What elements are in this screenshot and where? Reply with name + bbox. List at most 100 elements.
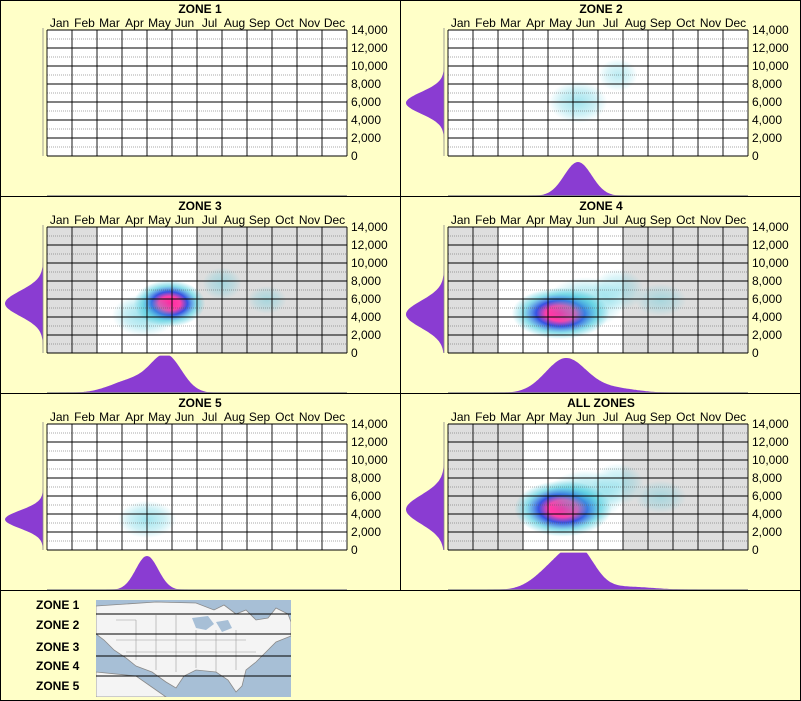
month-label: Dec xyxy=(324,213,345,227)
elevation-tick-label: 10,000 xyxy=(351,453,388,467)
legend-zone-5: ZONE 5 xyxy=(36,679,80,693)
elevation-tick-label: 6,000 xyxy=(351,292,381,306)
month-label: Dec xyxy=(725,410,746,424)
month-label: Apr xyxy=(125,410,144,424)
elevation-density-curve xyxy=(5,424,43,550)
month-label: Oct xyxy=(275,410,294,424)
month-label: Aug xyxy=(625,213,646,227)
month-label: Jul xyxy=(202,16,217,30)
month-label: Jul xyxy=(603,213,618,227)
month-density-curve xyxy=(47,355,347,393)
elevation-tick-label: 14,000 xyxy=(752,220,789,234)
month-label: Sep xyxy=(249,16,271,30)
elevation-tick-label: 10,000 xyxy=(351,59,388,73)
elevation-tick-label: 12,000 xyxy=(752,435,789,449)
month-label: Apr xyxy=(526,213,545,227)
month-label: Nov xyxy=(299,410,320,424)
month-label: Jun xyxy=(175,410,194,424)
panel-title: ZONE 5 xyxy=(178,396,222,410)
month-label: Jun xyxy=(175,213,194,227)
month-label: Jun xyxy=(576,16,595,30)
elevation-tick-label: 0 xyxy=(351,543,358,557)
month-label: Feb xyxy=(74,410,95,424)
elevation-tick-label: 12,000 xyxy=(351,238,388,252)
month-density-curve xyxy=(448,162,748,196)
month-label: Nov xyxy=(299,213,320,227)
elevation-tick-label: 2,000 xyxy=(752,328,782,342)
elevation-tick-label: 12,000 xyxy=(752,41,789,55)
unobserved-month-shade xyxy=(72,227,97,353)
elevation-tick-label: 2,000 xyxy=(351,131,381,145)
month-label: Mar xyxy=(99,16,120,30)
month-label: May xyxy=(549,213,572,227)
elevation-tick-label: 2,000 xyxy=(752,525,782,539)
month-label: Dec xyxy=(324,16,345,30)
month-label: Oct xyxy=(676,213,695,227)
month-label: Dec xyxy=(324,410,345,424)
elevation-tick-label: 8,000 xyxy=(752,77,782,91)
elevation-tick-label: 14,000 xyxy=(752,417,789,431)
month-label: Nov xyxy=(700,16,721,30)
month-label: Nov xyxy=(700,410,721,424)
legend-zone-4: ZONE 4 xyxy=(36,659,80,673)
north-america-map-icon xyxy=(96,600,291,697)
month-label: Mar xyxy=(500,410,521,424)
elevation-tick-label: 4,000 xyxy=(351,113,381,127)
elevation-tick-label: 14,000 xyxy=(351,417,388,431)
elevation-tick-label: 0 xyxy=(752,346,759,360)
month-density-curve xyxy=(448,552,748,590)
elevation-tick-label: 0 xyxy=(752,543,759,557)
elevation-tick-label: 0 xyxy=(752,149,759,163)
panel-6: ALL ZONES Jan Feb Mar Apr May Jun Jul Aug Sep Oct N… xyxy=(406,396,789,590)
elevation-density-curve xyxy=(5,227,43,353)
legend-zone-2: ZONE 2 xyxy=(36,618,80,632)
month-label: Aug xyxy=(224,213,245,227)
elevation-tick-label: 8,000 xyxy=(752,471,782,485)
month-label: Feb xyxy=(74,213,95,227)
month-label: Sep xyxy=(650,213,672,227)
month-label: Jun xyxy=(576,213,595,227)
month-label: Jun xyxy=(175,16,194,30)
month-label: Jul xyxy=(603,410,618,424)
month-label: Feb xyxy=(475,16,496,30)
elevation-tick-label: 6,000 xyxy=(752,95,782,109)
unobserved-month-shade xyxy=(723,424,748,550)
elevation-tick-label: 4,000 xyxy=(752,113,782,127)
unobserved-month-shade xyxy=(322,227,347,353)
elevation-tick-label: 14,000 xyxy=(752,23,789,37)
observation-hotspot xyxy=(634,480,687,514)
elevation-tick-label: 8,000 xyxy=(351,274,381,288)
month-label: Apr xyxy=(125,16,144,30)
panel-1: ZONE 1 Jan Feb Mar Apr May Jun Jul Aug Sep Oct Nov D… xyxy=(42,2,388,196)
month-label: Aug xyxy=(625,410,646,424)
observation-hotspot xyxy=(247,285,287,314)
month-label: Mar xyxy=(99,410,120,424)
month-label: Sep xyxy=(249,213,271,227)
month-label: Jun xyxy=(576,410,595,424)
month-label: Jan xyxy=(451,410,470,424)
month-label: Oct xyxy=(676,410,695,424)
month-label: Jan xyxy=(451,16,470,30)
month-label: Oct xyxy=(275,213,294,227)
elevation-density-curve xyxy=(406,227,444,353)
month-label: Mar xyxy=(99,213,120,227)
month-label: Jul xyxy=(603,16,618,30)
month-density-curve xyxy=(47,556,347,590)
elevation-tick-label: 12,000 xyxy=(752,238,789,252)
panel-title: ZONE 1 xyxy=(178,2,222,16)
unobserved-month-shade xyxy=(473,424,498,550)
month-density-curve xyxy=(448,358,748,393)
legend-zone-1: ZONE 1 xyxy=(36,598,80,612)
month-label: Aug xyxy=(625,16,646,30)
elevation-tick-label: 10,000 xyxy=(351,256,388,270)
elevation-tick-label: 12,000 xyxy=(351,435,388,449)
unobserved-month-shade xyxy=(473,227,498,353)
panel-title: ZONE 2 xyxy=(579,2,623,16)
elevation-tick-label: 2,000 xyxy=(351,525,381,539)
elevation-tick-label: 8,000 xyxy=(351,471,381,485)
month-label: Apr xyxy=(526,410,545,424)
elevation-tick-label: 4,000 xyxy=(752,507,782,521)
elevation-tick-label: 6,000 xyxy=(752,489,782,503)
